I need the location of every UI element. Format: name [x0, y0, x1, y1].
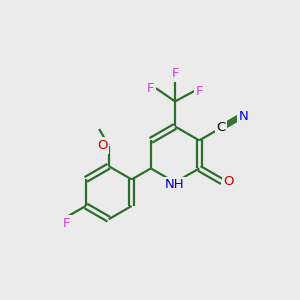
Text: F: F — [147, 82, 154, 95]
Text: N: N — [239, 110, 249, 123]
Text: F: F — [63, 217, 70, 230]
Text: O: O — [97, 139, 107, 152]
Text: NH: NH — [165, 178, 185, 191]
Text: O: O — [224, 175, 234, 188]
Text: F: F — [171, 67, 179, 80]
Text: C: C — [216, 122, 226, 134]
Text: F: F — [196, 85, 203, 98]
